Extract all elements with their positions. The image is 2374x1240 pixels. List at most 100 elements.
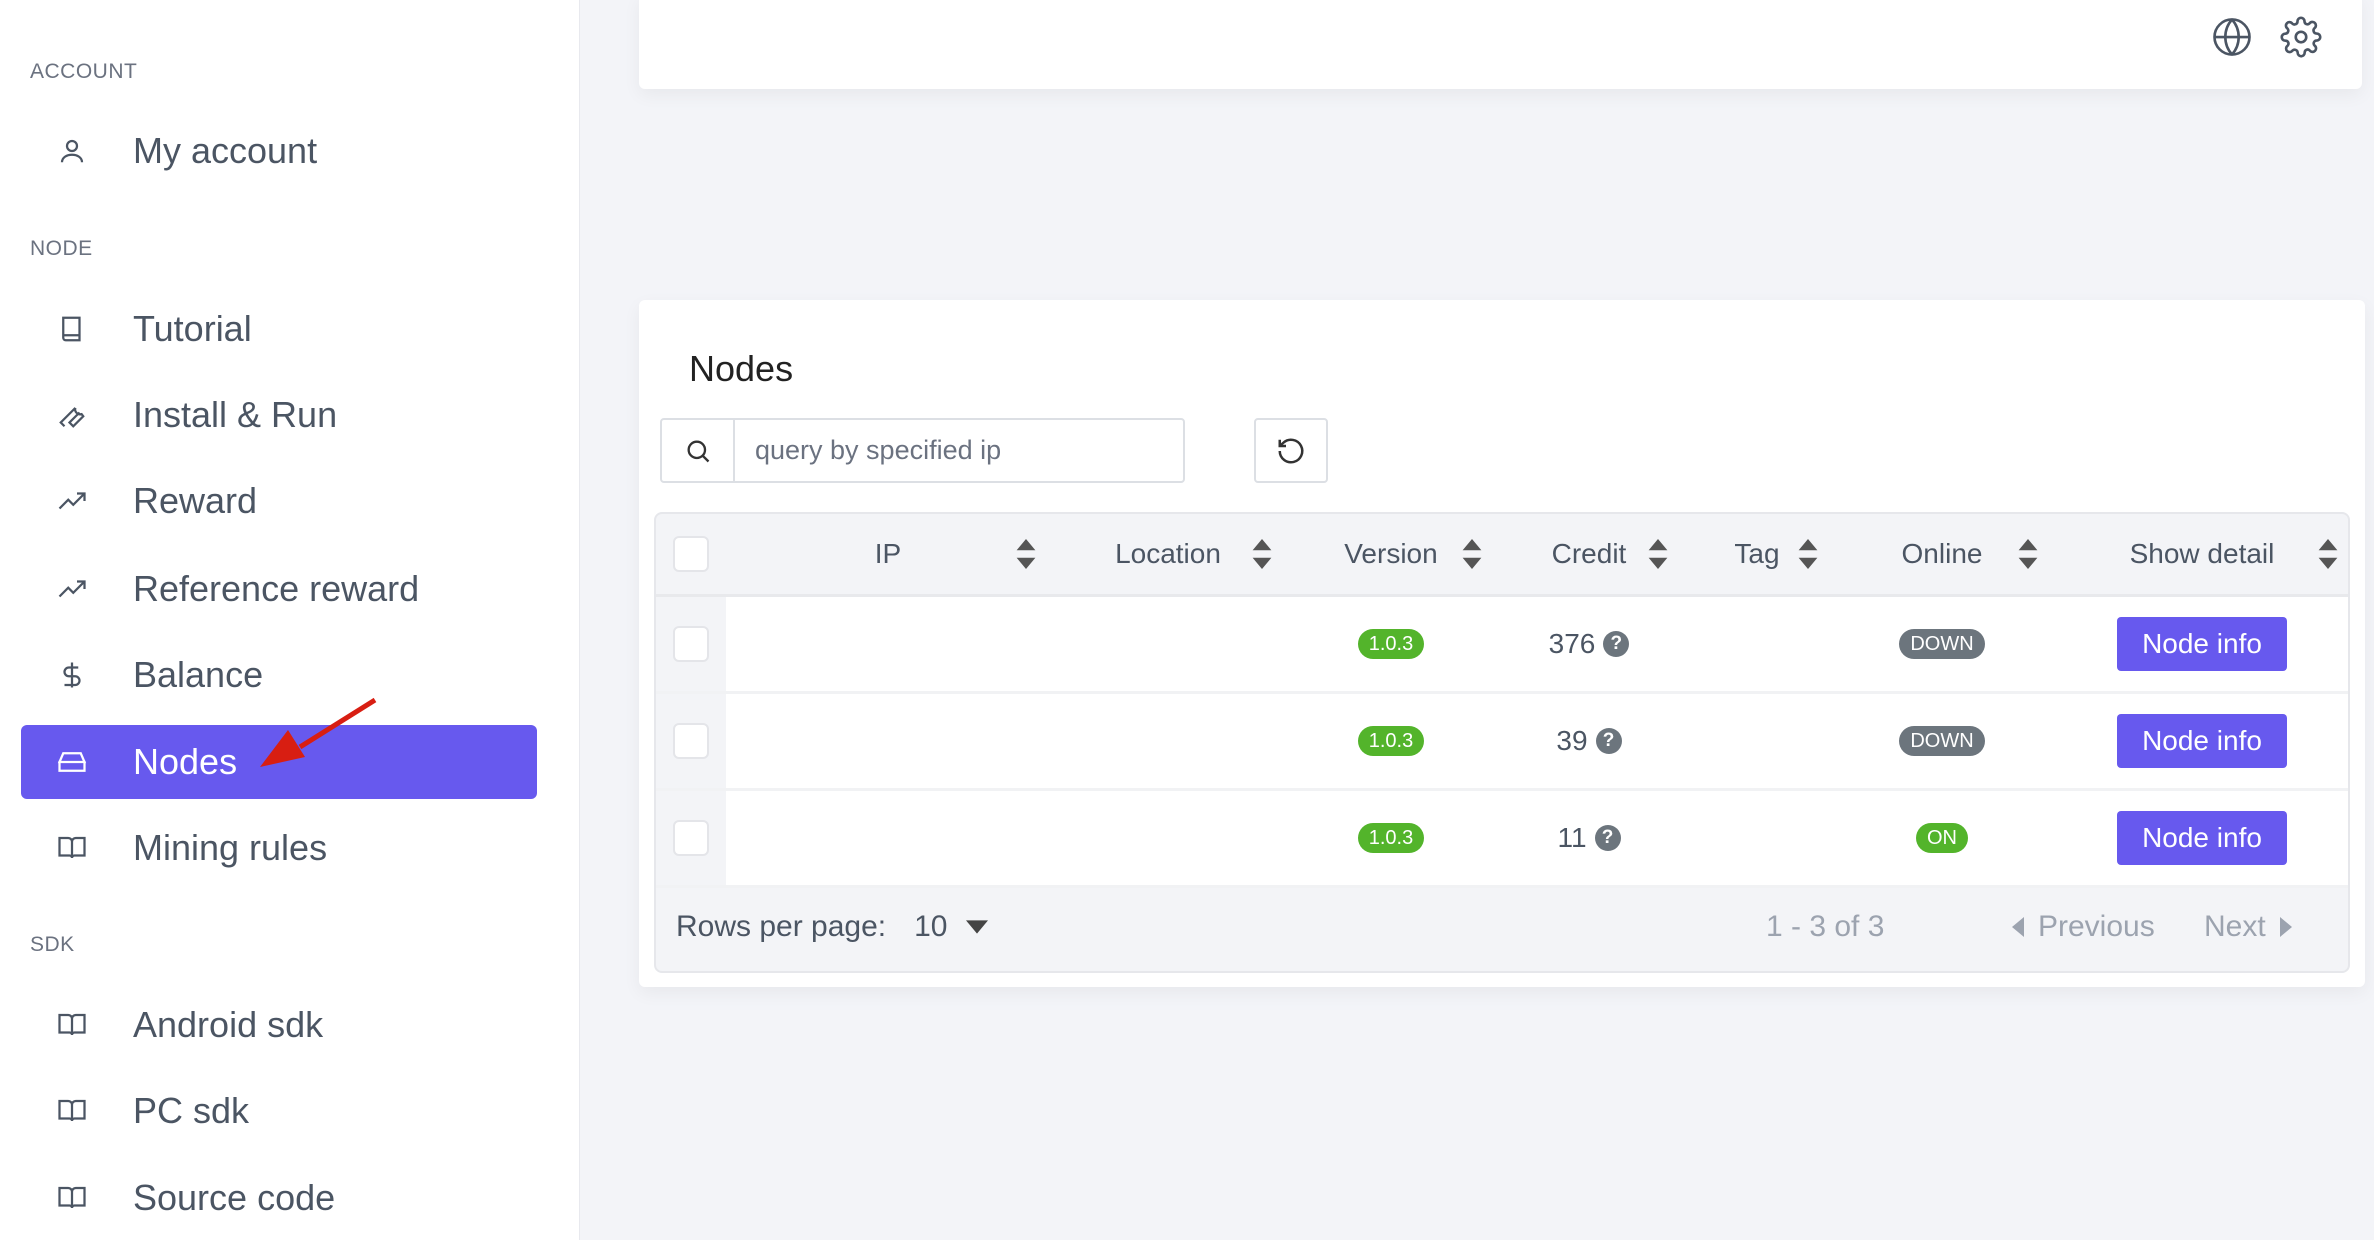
previous-button[interactable]: Previous bbox=[2012, 910, 2155, 944]
caret-down-icon bbox=[965, 920, 988, 934]
sidebar-item-android-sdk[interactable]: Android sdk bbox=[21, 988, 537, 1062]
wrench-icon bbox=[49, 400, 95, 430]
sidebar-item-my-account[interactable]: My account bbox=[21, 114, 537, 188]
gear-icon[interactable] bbox=[2280, 16, 2322, 58]
caret-left-icon bbox=[2012, 917, 2024, 937]
sort-icon[interactable] bbox=[1016, 539, 1036, 569]
previous-label: Previous bbox=[2038, 910, 2155, 943]
column-header-tag[interactable]: Tag bbox=[1682, 514, 1832, 594]
sidebar-item-label: Balance bbox=[133, 654, 264, 695]
book-icon bbox=[49, 314, 95, 344]
search-input[interactable] bbox=[735, 420, 1183, 481]
sidebar-item-label: Tutorial bbox=[133, 308, 252, 349]
node-info-button[interactable]: Node info bbox=[2117, 714, 2287, 768]
table-row: 1.0.3 11? ON Node info bbox=[656, 791, 2348, 888]
sidebar-item-mining-rules[interactable]: Mining rules bbox=[21, 811, 537, 885]
version-badge: 1.0.3 bbox=[1357, 823, 1425, 853]
sidebar-item-tutorial[interactable]: Tutorial bbox=[21, 292, 537, 366]
sidebar-item-label: Source code bbox=[133, 1177, 336, 1218]
column-label: Credit bbox=[1551, 538, 1627, 569]
sort-icon[interactable] bbox=[2318, 539, 2338, 569]
book-open-icon bbox=[49, 833, 95, 863]
sidebar-item-source-code[interactable]: Source code bbox=[21, 1161, 537, 1235]
online-status-badge: DOWN bbox=[1899, 726, 1985, 756]
user-icon bbox=[49, 136, 95, 166]
table-footer: Rows per page: 10 1 - 3 of 3 Previous Ne… bbox=[656, 888, 2348, 966]
column-header-ip[interactable]: IP bbox=[726, 514, 1050, 594]
row-checkbox[interactable] bbox=[673, 626, 709, 662]
sidebar-item-balance[interactable]: Balance bbox=[21, 638, 537, 712]
sidebar-item-pc-sdk[interactable]: PC sdk bbox=[21, 1074, 537, 1148]
location-cell bbox=[1050, 694, 1286, 788]
table-row: 1.0.3 39? DOWN Node info bbox=[656, 694, 2348, 791]
caret-right-icon bbox=[2279, 917, 2292, 937]
nodes-card: Nodes IP Location Version Credit Tag Onl… bbox=[639, 300, 2365, 987]
next-button[interactable]: Next bbox=[2204, 910, 2292, 944]
sidebar-item-reference-reward[interactable]: Reference reward bbox=[21, 552, 537, 626]
column-label: Version bbox=[1344, 538, 1438, 569]
sort-icon[interactable] bbox=[1252, 539, 1272, 569]
version-badge: 1.0.3 bbox=[1357, 726, 1425, 756]
select-all-checkbox[interactable] bbox=[673, 536, 709, 572]
online-status-badge: DOWN bbox=[1899, 629, 1985, 659]
table-header: IP Location Version Credit Tag Online Sh… bbox=[656, 514, 2348, 597]
row-checkbox[interactable] bbox=[673, 820, 709, 856]
search-box bbox=[660, 418, 1185, 483]
help-icon[interactable]: ? bbox=[1594, 825, 1621, 851]
sort-icon[interactable] bbox=[2018, 539, 2038, 569]
dollar-icon bbox=[49, 660, 95, 690]
location-cell bbox=[1050, 791, 1286, 885]
tag-cell bbox=[1682, 694, 1832, 788]
ip-cell bbox=[726, 597, 1050, 691]
sidebar-item-label: My account bbox=[133, 130, 318, 171]
column-label: Online bbox=[1901, 538, 1983, 569]
location-cell bbox=[1050, 597, 1286, 691]
section-label-account: ACCOUNT bbox=[30, 60, 138, 83]
sidebar-item-reward[interactable]: Reward bbox=[21, 464, 537, 538]
sidebar-item-label: Nodes bbox=[133, 741, 238, 782]
tag-cell bbox=[1682, 791, 1832, 885]
book-open-icon bbox=[49, 1096, 95, 1126]
trending-up-icon bbox=[49, 574, 95, 604]
sidebar-item-label: Install & Run bbox=[133, 394, 338, 435]
sort-icon[interactable] bbox=[1648, 539, 1668, 569]
globe-icon[interactable] bbox=[2211, 16, 2253, 58]
credit-value: 376 bbox=[1548, 628, 1596, 659]
refresh-icon bbox=[1278, 438, 1304, 463]
help-icon[interactable]: ? bbox=[1595, 728, 1622, 754]
ip-cell bbox=[726, 694, 1050, 788]
node-info-button[interactable]: Node info bbox=[2117, 617, 2287, 671]
row-checkbox[interactable] bbox=[673, 723, 709, 759]
column-label: Show detail bbox=[2129, 538, 2275, 569]
column-header-version[interactable]: Version bbox=[1286, 514, 1496, 594]
sidebar-item-label: Android sdk bbox=[133, 1004, 324, 1045]
rows-per-page-select[interactable]: 10 bbox=[914, 910, 988, 944]
search-icon bbox=[662, 420, 735, 481]
help-icon[interactable]: ? bbox=[1603, 631, 1630, 657]
node-info-button[interactable]: Node info bbox=[2117, 811, 2287, 865]
sidebar-item-label: Reference reward bbox=[133, 568, 420, 609]
annotation-arrow bbox=[260, 697, 377, 767]
refresh-button[interactable] bbox=[1254, 418, 1328, 483]
column-header-show-detail[interactable]: Show detail bbox=[2052, 514, 2348, 594]
ip-cell bbox=[726, 791, 1050, 885]
hard-drive-icon bbox=[49, 747, 95, 777]
trending-up-icon bbox=[49, 486, 95, 516]
pagination-range: 1 - 3 of 3 bbox=[1766, 910, 1885, 943]
column-header-location[interactable]: Location bbox=[1050, 514, 1286, 594]
column-header-credit[interactable]: Credit bbox=[1496, 514, 1682, 594]
book-open-icon bbox=[49, 1010, 95, 1040]
column-header-online[interactable]: Online bbox=[1832, 514, 2052, 594]
nodes-table: IP Location Version Credit Tag Online Sh… bbox=[654, 512, 2350, 973]
column-label: IP bbox=[874, 538, 902, 569]
section-label-sdk: SDK bbox=[30, 933, 75, 956]
section-label-node: NODE bbox=[30, 237, 93, 260]
tag-cell bbox=[1682, 597, 1832, 691]
next-label: Next bbox=[2204, 910, 2266, 943]
sort-icon[interactable] bbox=[1798, 539, 1818, 569]
sidebar-item-label: Reward bbox=[133, 480, 258, 521]
sidebar-item-install-run[interactable]: Install & Run bbox=[21, 378, 537, 452]
sidebar-item-label: PC sdk bbox=[133, 1090, 250, 1131]
sort-icon[interactable] bbox=[1462, 539, 1482, 569]
page-title: Nodes bbox=[689, 348, 794, 389]
